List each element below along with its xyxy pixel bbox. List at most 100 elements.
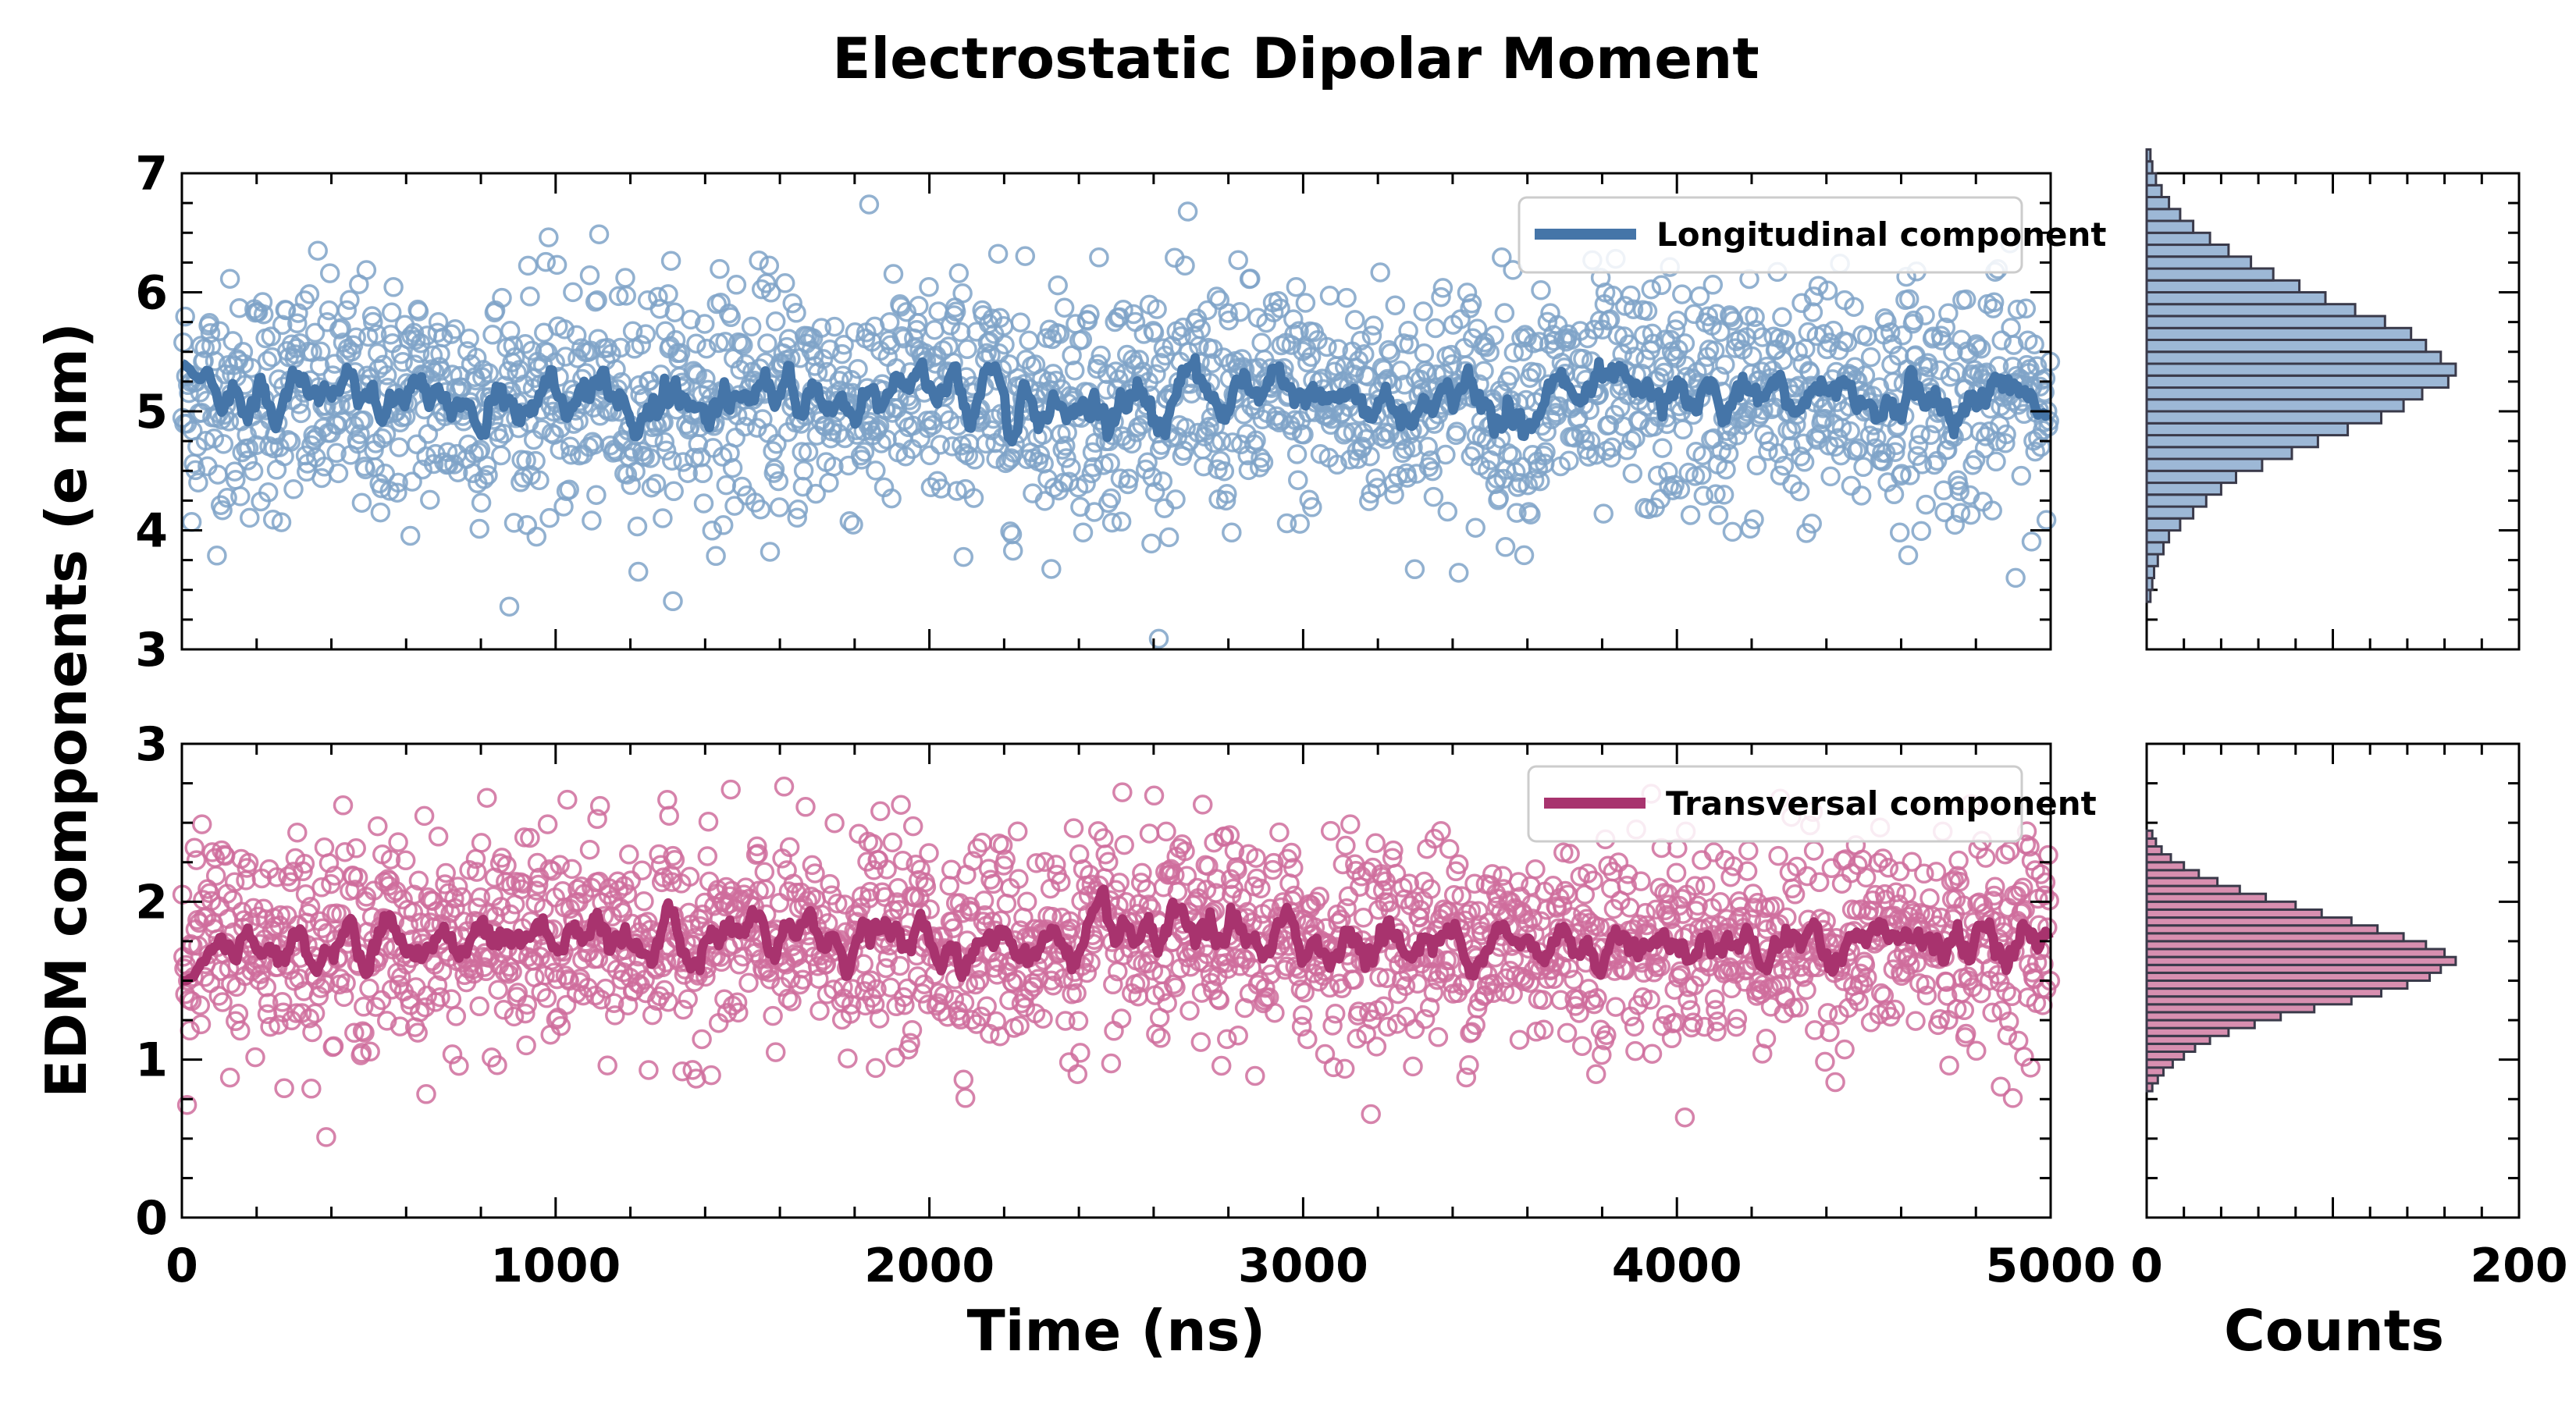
scatter-point	[175, 306, 195, 327]
scatter-point	[1498, 443, 1518, 464]
scatter-point	[1302, 497, 1322, 517]
x-tick-label: 0	[165, 1239, 198, 1293]
scatter-point	[535, 251, 556, 272]
scatter-point	[1898, 545, 1919, 566]
scatter-point	[635, 324, 656, 344]
scatter-point	[344, 1022, 365, 1044]
scatter-point	[1146, 1024, 1166, 1044]
scatter-point	[1784, 884, 1806, 905]
scatter-point	[1082, 442, 1103, 463]
scatter-point	[653, 508, 673, 528]
scatter-point	[1903, 310, 1924, 331]
histogram-bar	[2145, 837, 2158, 848]
scatter-point	[1350, 330, 1371, 351]
scatter-point	[698, 811, 719, 832]
scatter-point	[1423, 486, 1444, 507]
scatter-point	[412, 459, 432, 480]
scatter-point	[499, 596, 520, 617]
scatter-point	[1370, 262, 1390, 283]
scatter-point	[1772, 307, 1792, 328]
histogram-bar	[2145, 588, 2152, 603]
scatter-point	[769, 893, 790, 913]
scatter-point	[2016, 354, 2037, 375]
scatter-point	[1802, 302, 1823, 322]
scatter-point	[1385, 295, 1406, 315]
histogram-bar	[2145, 183, 2163, 199]
scatter-point	[272, 992, 293, 1012]
scatter-point	[1986, 451, 2006, 472]
scatter-point	[839, 510, 860, 532]
scatter-point	[1625, 1040, 1646, 1061]
scatter-point	[326, 443, 347, 464]
scatter-point	[503, 513, 525, 533]
scatter-point	[679, 417, 700, 438]
scatter-point	[1692, 445, 1713, 466]
scatter-point	[186, 850, 207, 870]
scatter-point	[380, 325, 401, 345]
scatter-point	[492, 287, 512, 308]
scatter-point	[1133, 361, 1153, 382]
scatter-point	[1856, 867, 1877, 888]
scatter-point	[188, 472, 208, 492]
scatter-point	[1393, 443, 1413, 464]
scatter-point	[1100, 453, 1120, 474]
scatter-point	[1996, 424, 2016, 445]
scatter-point	[2036, 510, 2057, 531]
scatter-point	[2039, 890, 2059, 911]
scatter-point	[673, 452, 693, 472]
scatter-point	[351, 492, 372, 513]
scatter-point	[274, 1078, 294, 1099]
scatter-point	[1404, 559, 1425, 580]
histogram-bar	[2145, 493, 2208, 508]
scatter-point	[1228, 250, 1248, 270]
scatter-point	[529, 470, 550, 491]
scatter-point	[407, 434, 427, 455]
scatter-point	[1067, 1064, 1088, 1084]
scatter-point	[824, 812, 845, 834]
scatter-point	[1717, 430, 1738, 451]
scatter-point	[469, 518, 489, 539]
scatter-point	[294, 853, 315, 874]
scatter-point	[1746, 455, 1767, 476]
scatter-point	[883, 264, 904, 284]
histogram-bar	[2145, 1003, 2316, 1014]
scatter-point	[1668, 340, 1688, 360]
scatter-point	[767, 434, 787, 454]
scatter-point	[928, 301, 948, 322]
scatter-point	[1007, 821, 1028, 842]
scatter-point	[1976, 426, 1996, 446]
hist-x-tick-label: 0	[2130, 1239, 2163, 1293]
scatter-point	[1802, 514, 1822, 534]
scatter-point	[1122, 433, 1142, 454]
scatter-point	[1758, 441, 1778, 461]
scatter-point	[423, 453, 444, 475]
scatter-point	[557, 789, 578, 810]
hist-x-tick-label: 200	[2470, 1239, 2567, 1293]
scatter-point	[1413, 301, 1433, 322]
scatter-point	[556, 994, 577, 1015]
scatter-point	[1112, 782, 1133, 802]
histogram-bar	[2145, 255, 2253, 270]
scatter-point	[793, 460, 814, 481]
scatter-point	[1535, 442, 1556, 462]
scatter-point	[173, 332, 194, 353]
histogram-bar	[2145, 553, 2159, 567]
scatter-point	[582, 510, 602, 531]
scatter-point	[1674, 333, 1695, 354]
scatter-point	[1680, 505, 1701, 525]
scatter-point	[806, 483, 826, 504]
scatter-point	[190, 1014, 212, 1035]
scatter-point	[482, 325, 503, 345]
scatter-point	[1536, 421, 1557, 442]
scatter-point	[390, 1016, 411, 1036]
histogram-bar	[2145, 291, 2327, 306]
scatter-point	[1492, 247, 1512, 268]
scatter-point	[1557, 1022, 1578, 1044]
scatter-point	[1403, 437, 1423, 458]
scatter-point	[2025, 441, 2045, 462]
scatter-point	[1446, 421, 1468, 442]
scatter-point	[2001, 318, 2021, 338]
histogram-bar	[2145, 410, 2382, 425]
scatter-point	[311, 877, 332, 898]
scatter-point	[1171, 325, 1191, 347]
